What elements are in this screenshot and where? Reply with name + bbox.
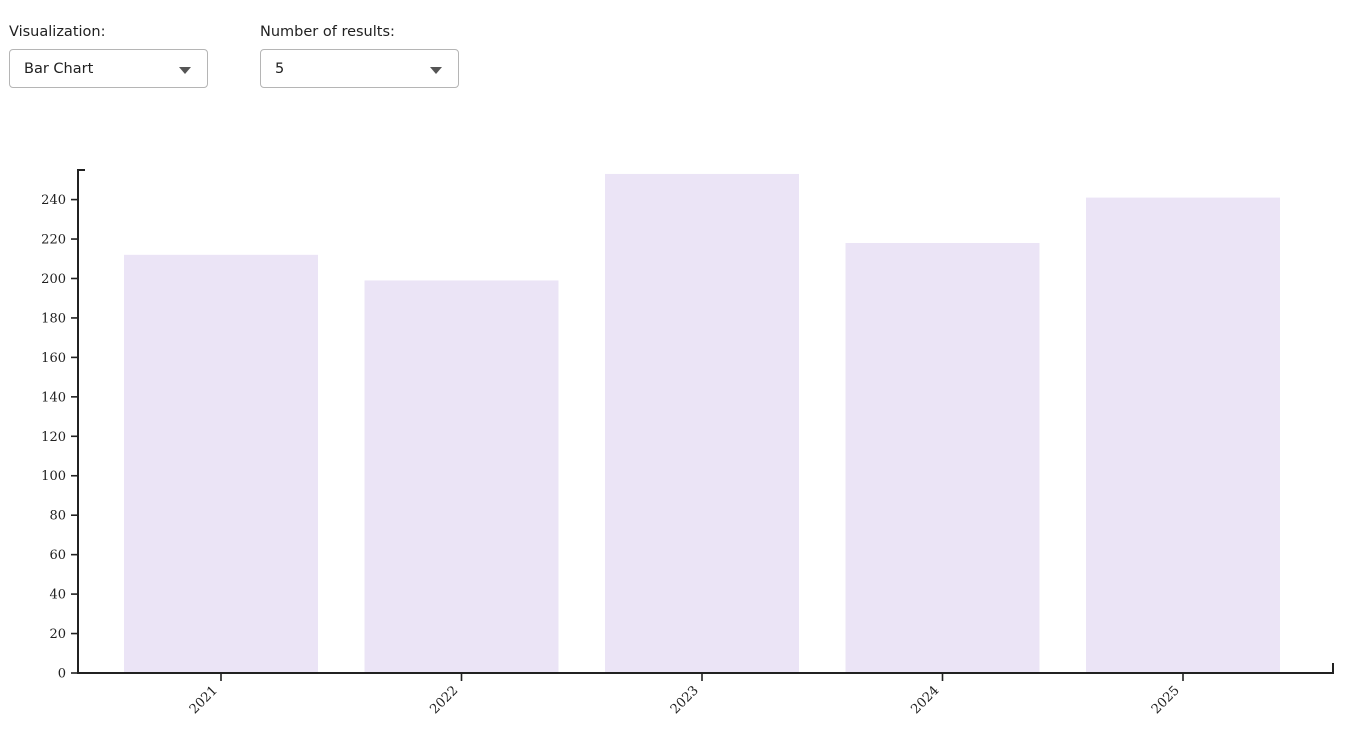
number-of-results-label: Number of results: [260, 24, 395, 40]
x-axis-tick-label: 2024 [908, 683, 942, 717]
y-axis-tick-label: 20 [49, 627, 66, 642]
y-axis-tick-label: 100 [41, 469, 66, 484]
number-of-results-control-group: Number of results: 5 [260, 0, 459, 88]
visualization-label: Visualization: [9, 24, 106, 40]
visualization-select-value: Bar Chart [24, 60, 94, 77]
y-axis-tick-label: 60 [49, 548, 66, 563]
y-axis-tick-label: 40 [49, 588, 66, 603]
bar[interactable] [605, 173, 799, 673]
bar[interactable] [845, 242, 1040, 673]
y-axis-tick-label: 0 [58, 667, 66, 682]
y-axis-tick-label: 160 [41, 351, 66, 366]
number-of-results-select[interactable]: 5 [260, 49, 459, 88]
bar[interactable] [1086, 197, 1280, 673]
x-axis-tick-label: 2022 [427, 683, 461, 717]
bar[interactable] [364, 280, 559, 673]
visualization-control-group: Visualization: Bar Chart [9, 0, 208, 88]
x-axis-ticks: 2021 2022 2023 2024 2025 [187, 673, 1184, 717]
number-of-results-select-value: 5 [275, 60, 285, 77]
x-axis [77, 663, 1334, 674]
x-axis-tick-label: 2021 [187, 683, 221, 717]
chevron-down-icon [179, 66, 191, 74]
y-axis-tick-label: 80 [49, 509, 66, 524]
y-axis-tick-label: 200 [41, 272, 66, 287]
y-axis [77, 169, 85, 674]
y-axis-tick-label: 140 [41, 390, 66, 405]
x-axis-tick-label: 2025 [1149, 683, 1183, 717]
y-axis-tick-label: 240 [41, 193, 66, 208]
y-axis-tick-label: 180 [41, 311, 66, 326]
x-axis-tick-label: 2023 [668, 683, 702, 717]
bar[interactable] [124, 254, 318, 673]
visualization-select[interactable]: Bar Chart [9, 49, 208, 88]
bar-series [124, 173, 1280, 673]
controls-bar: Visualization: Bar Chart Number of resul… [0, 0, 459, 88]
y-axis-ticks: 0 20 40 60 80 100 120 140 160 180 200 220 240 [41, 193, 78, 682]
chevron-down-icon [430, 66, 442, 74]
y-axis-tick-label: 220 [41, 233, 66, 248]
y-axis-tick-label: 120 [41, 430, 66, 445]
